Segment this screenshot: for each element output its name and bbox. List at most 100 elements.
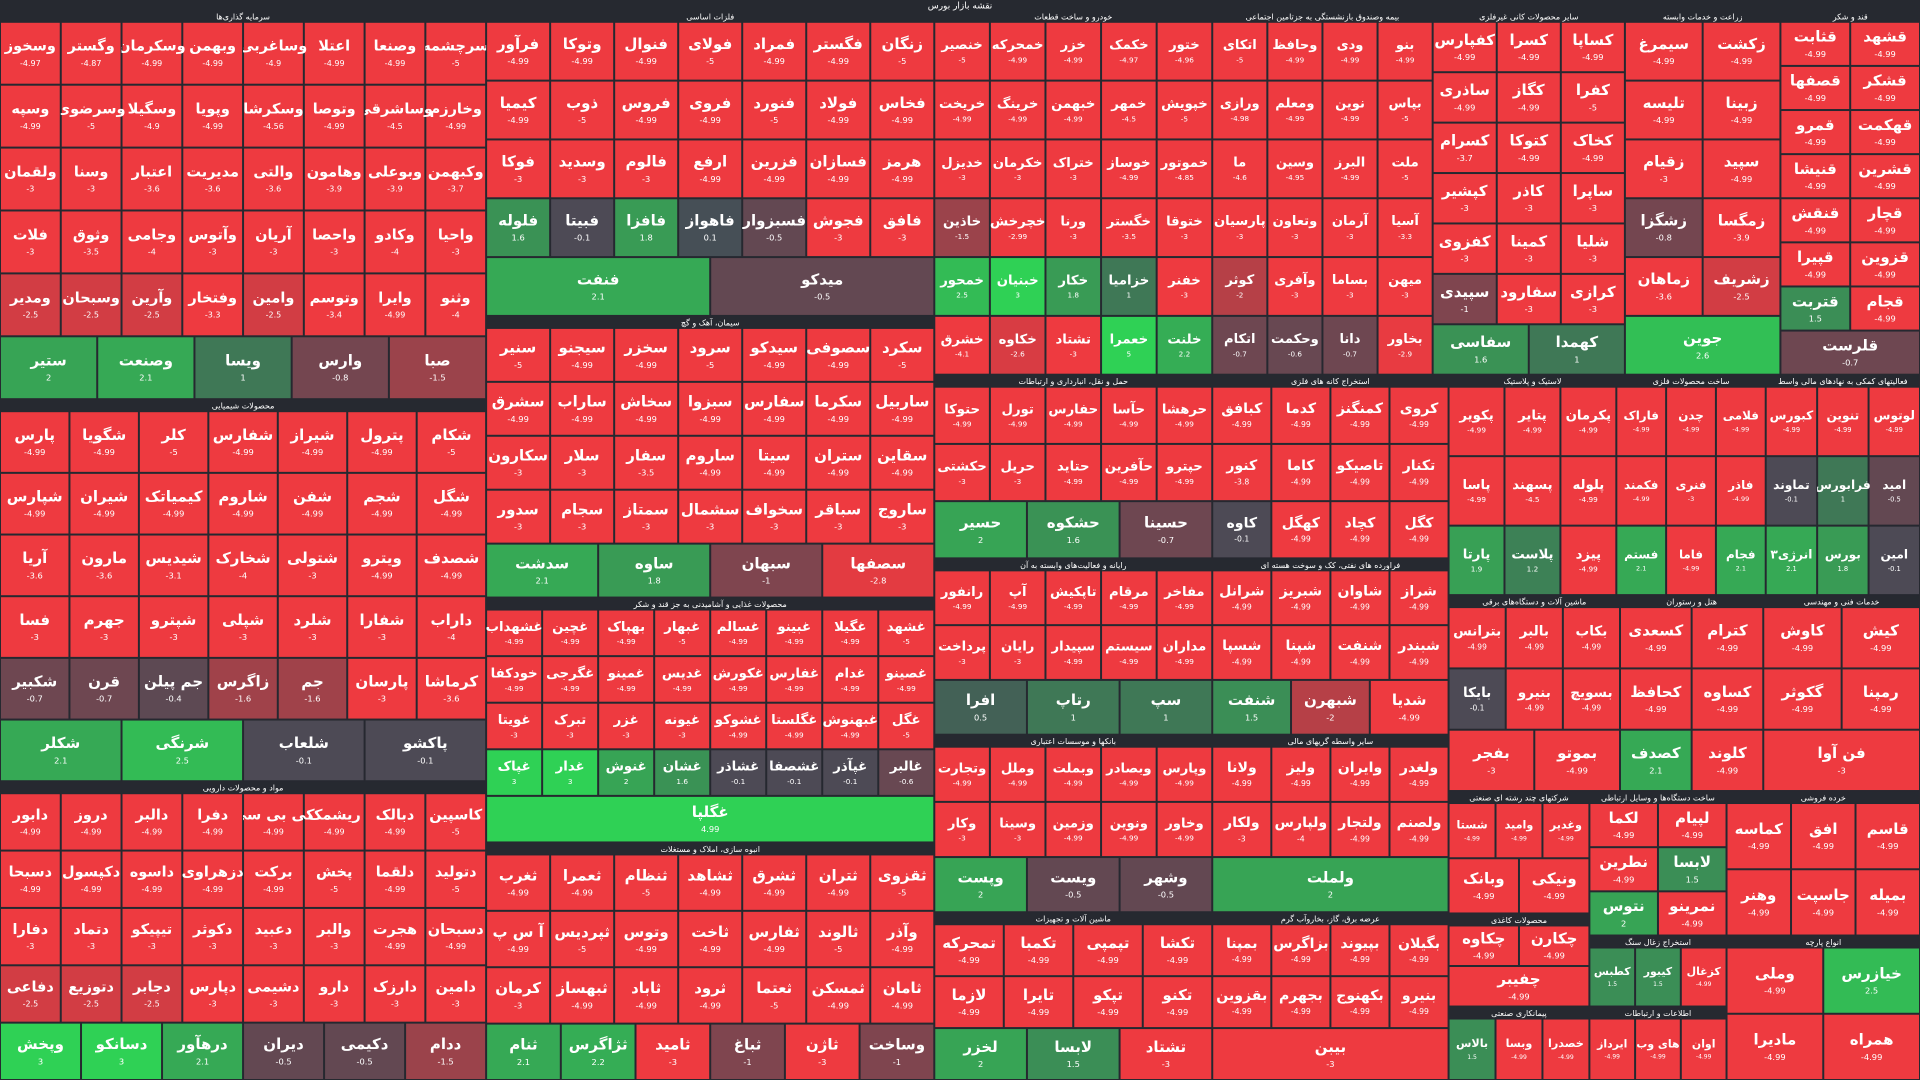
tile xyxy=(1389,443,1449,502)
tile-value: -3 xyxy=(330,942,338,951)
tile-name: فولاد xyxy=(819,94,857,112)
tile xyxy=(989,315,1046,375)
tile-value: -4.99 xyxy=(1518,102,1539,112)
tile-name: شخارک xyxy=(215,549,270,567)
tile xyxy=(303,84,365,148)
tile-name: فنوال xyxy=(624,35,668,53)
tile xyxy=(1624,315,1781,375)
tile-name: شتولی xyxy=(287,549,338,567)
tile-value: -3 xyxy=(706,522,714,532)
tile xyxy=(416,596,487,658)
tile-name: ویسا xyxy=(225,351,261,369)
tile xyxy=(1101,625,1157,680)
tile-name: خنصیر xyxy=(940,38,982,53)
tile xyxy=(162,1022,244,1080)
tile xyxy=(989,80,1046,140)
tile-value: -4.99 xyxy=(1291,657,1311,666)
tile xyxy=(0,84,61,148)
tile-value: 1.6 xyxy=(512,233,525,243)
tile-value: 2.1 xyxy=(1786,565,1797,573)
tile-value: -4.99 xyxy=(673,684,692,693)
tile-value: -0.6 xyxy=(899,777,914,786)
tile xyxy=(614,854,679,911)
tile-name: رایان xyxy=(1001,640,1034,655)
tile-value: -4.99 xyxy=(20,828,41,837)
tile xyxy=(1448,803,1496,859)
tile xyxy=(60,21,122,85)
tile-value: -4.99 xyxy=(1731,174,1752,184)
tile xyxy=(1589,1018,1636,1080)
tile-value: -4.99 xyxy=(1064,477,1083,486)
tile xyxy=(766,702,823,750)
tile xyxy=(60,210,122,274)
tile-value: -4.97 xyxy=(1119,55,1138,64)
tile-name: اوان xyxy=(1692,1037,1716,1050)
tile-value: 1.6 xyxy=(1067,535,1080,545)
tile-name: خبهمن xyxy=(1051,97,1095,112)
tile-name: شفارا xyxy=(359,611,404,629)
tile-name: وشهر xyxy=(1143,868,1187,886)
tile xyxy=(1589,947,1636,1007)
tile-name: شپارس xyxy=(7,487,63,506)
tile-name: فستم xyxy=(1624,548,1658,562)
tile-name: بایکا xyxy=(1463,685,1491,701)
tile-value: 1.8 xyxy=(1067,291,1079,300)
tile-name: سنیر xyxy=(499,339,536,357)
tile-name: حکشتی xyxy=(937,460,986,475)
tile-name: بکهنوج xyxy=(1336,988,1384,1004)
tile-value: -3 xyxy=(26,185,34,194)
tile-name: حتوکا xyxy=(944,402,980,417)
tile-value: -4.99 xyxy=(1748,841,1769,851)
tile-name: قشرین xyxy=(1858,160,1912,178)
tile xyxy=(1448,456,1505,526)
tile-value: -3 xyxy=(308,632,316,642)
tile-name: کتوکا xyxy=(1509,132,1548,150)
tile-value: -4.99 xyxy=(1473,891,1494,901)
tile-value: -5 xyxy=(834,944,842,954)
tile-value: -4.99 xyxy=(505,684,524,693)
tile-name: لوتوس xyxy=(1874,408,1915,422)
sector-title: رایانه و فعالیت‌های وابسته به آن xyxy=(1020,560,1126,570)
tile-name: فسا xyxy=(19,611,50,629)
tile-name: تکنو xyxy=(1162,986,1193,1004)
tile-name: بفجر xyxy=(1472,744,1510,762)
tile-value: -4.99 xyxy=(561,637,580,646)
tile-name: کی بی سی xyxy=(232,807,315,823)
tile-value: -4.99 xyxy=(1518,153,1539,163)
tile xyxy=(243,21,304,85)
tile xyxy=(1432,273,1497,325)
tile xyxy=(1322,139,1378,199)
tile-name: البرز xyxy=(1334,155,1365,170)
tile xyxy=(678,327,743,382)
tile xyxy=(425,850,487,908)
tile xyxy=(934,198,990,258)
tile-value: -4.99 xyxy=(1805,93,1826,103)
tile xyxy=(364,965,426,1023)
tile-value: -4.99 xyxy=(1813,841,1834,851)
tile-value: -3 xyxy=(679,730,687,739)
tile-value: -4.5 xyxy=(1122,114,1136,123)
tile-value: -3 xyxy=(1660,174,1668,184)
tile-name: دزهراوی xyxy=(182,865,244,881)
tile-name: کسعدی xyxy=(1628,622,1683,640)
tile-name: خگستر xyxy=(1106,214,1151,230)
tile-name: فرابورس xyxy=(1815,478,1871,492)
tile-name: کپشیر xyxy=(1441,182,1488,201)
tile-name: ثتران xyxy=(819,866,858,884)
tile-value: -4 xyxy=(391,248,399,257)
tile-value: -5 xyxy=(169,447,177,457)
tile xyxy=(303,210,365,274)
tile-value: -3 xyxy=(834,233,842,243)
tile xyxy=(1045,746,1102,802)
tile-value: 1.5 xyxy=(1067,1059,1080,1069)
tile-value: -4.99 xyxy=(1008,55,1027,64)
tile xyxy=(550,910,615,968)
tile-name: رانفور xyxy=(940,585,983,600)
tile-name: دسانکو xyxy=(95,1035,148,1053)
tile-value: 2.2 xyxy=(592,1057,605,1067)
tile xyxy=(1389,801,1449,858)
tile xyxy=(1212,976,1272,1029)
tile-value: -0.1 xyxy=(417,755,433,765)
tile xyxy=(678,381,743,436)
tile-value: -3 xyxy=(514,522,522,532)
